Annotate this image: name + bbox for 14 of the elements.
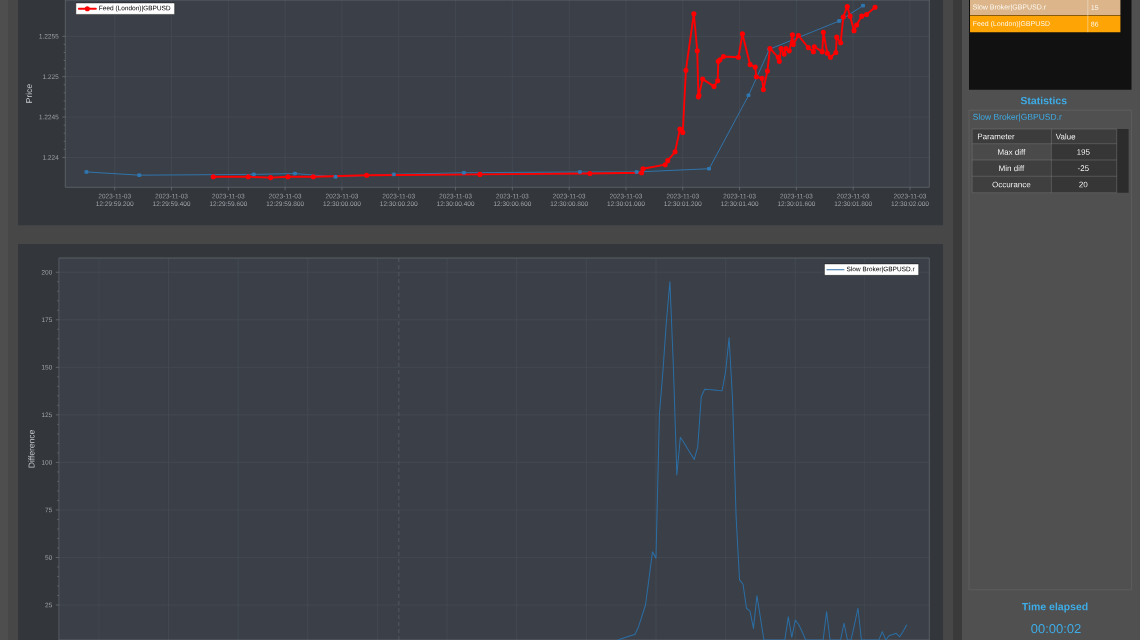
text: Statistics: [1020, 96, 1067, 105]
text: Slow Broker|GBPUSD.r: [973, 113, 1062, 122]
text: Parameter: [977, 133, 1015, 140]
text: Value: [1055, 133, 1076, 140]
y-axis-title: Difference: [28, 430, 35, 468]
text: 00:00:02: [1031, 623, 1081, 634]
text: Max diff: [998, 149, 1026, 155]
text: 20: [1079, 181, 1088, 188]
text: Occurance: [992, 181, 1031, 188]
text: 195: [1077, 149, 1090, 155]
text: Min diff: [999, 165, 1025, 172]
text: -25: [1077, 165, 1089, 172]
text: Time elapsed: [1021, 602, 1088, 613]
y-axis-title: Price: [25, 84, 33, 103]
